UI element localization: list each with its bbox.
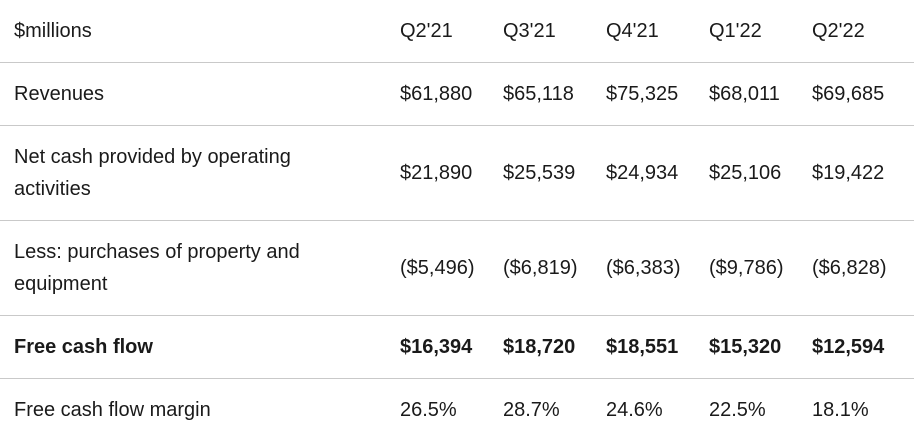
cell-value: 26.5% <box>400 399 457 421</box>
cell-value: ($6,383) <box>606 257 681 279</box>
cell-value: $21,890 <box>400 162 473 184</box>
row-label: Free cash flow margin <box>14 399 211 421</box>
column-header: Q3'21 <box>503 20 556 42</box>
table-body: Revenues $61,880 $65,118 $75,325 $68,011 $69,… <box>0 63 914 442</box>
cell-value: $68,011 <box>709 83 780 105</box>
table-row: Less: purchases of property and equipmen… <box>0 221 914 316</box>
row-label: Revenues <box>14 83 105 105</box>
cell-value: $19,422 <box>812 162 885 184</box>
cell-value: ($5,496) <box>400 257 475 279</box>
cell-value: ($6,828) <box>812 257 887 279</box>
cell-value: $61,880 <box>400 83 473 105</box>
row-label: Free cash flow <box>14 336 153 358</box>
cell-value: $16,394 <box>400 336 473 358</box>
column-header: Q4'21 <box>606 20 659 42</box>
cell-value: $65,118 <box>503 83 574 105</box>
row-label: Net cash provided by operating activitie… <box>14 146 291 200</box>
cell-value: 18.1% <box>812 399 869 421</box>
cell-value: $69,685 <box>812 83 885 105</box>
column-header: Q1'22 <box>709 20 762 42</box>
table-row: Net cash provided by operating activitie… <box>0 126 914 221</box>
unit-label: $millions <box>14 20 92 42</box>
cell-value: $18,551 <box>606 336 679 358</box>
cell-value: 22.5% <box>709 399 766 421</box>
cell-value: $25,539 <box>503 162 576 184</box>
cell-value: $12,594 <box>812 336 885 358</box>
cell-value: $15,320 <box>709 336 782 358</box>
column-header: Q2'22 <box>812 20 865 42</box>
cell-value: 24.6% <box>606 399 663 421</box>
cell-value: 28.7% <box>503 399 560 421</box>
cell-value: $18,720 <box>503 336 576 358</box>
cell-value: $25,106 <box>709 162 782 184</box>
cell-value: ($9,786) <box>709 257 784 279</box>
cell-value: $24,934 <box>606 162 679 184</box>
column-header: Q2'21 <box>400 20 453 42</box>
table-row: Free cash flow margin 26.5% 28.7% 24.6% 22.5… <box>0 379 914 442</box>
table-header: $millions Q2'21 Q3'21 Q4'21 Q1'22 Q2'22 <box>0 0 914 63</box>
cell-value: $75,325 <box>606 83 679 105</box>
header-row: $millions Q2'21 Q3'21 Q4'21 Q1'22 Q2'22 <box>0 0 914 63</box>
table-row: Revenues $61,880 $65,118 $75,325 $68,011 $69,… <box>0 63 914 126</box>
table-row: Free cash flow $16,394 $18,720 $18,551 $15,3… <box>0 316 914 379</box>
row-label: Less: purchases of property and equipmen… <box>14 241 300 295</box>
cell-value: ($6,819) <box>503 257 578 279</box>
